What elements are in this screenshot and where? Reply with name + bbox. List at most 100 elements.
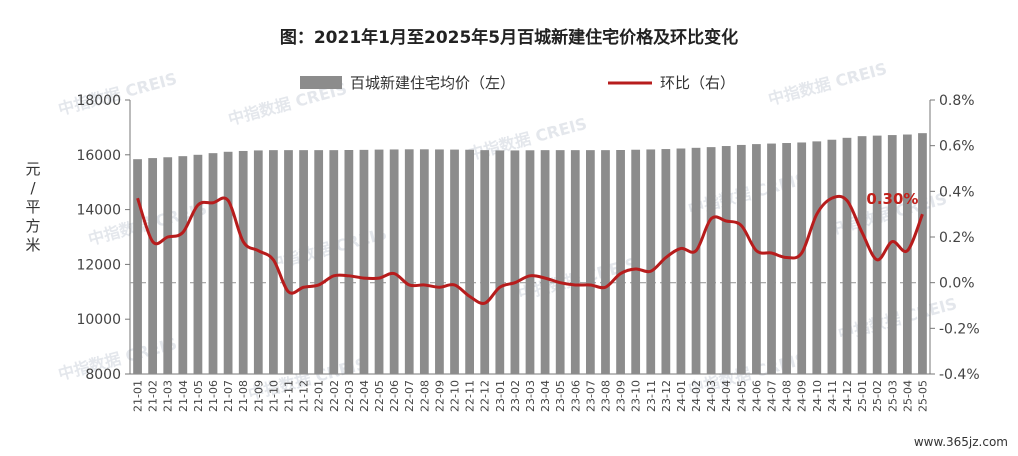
y-tick-label-left: 8000 [85, 367, 121, 383]
bar [133, 159, 142, 374]
x-tick-label: 24-01 [675, 380, 688, 412]
line-path [136, 194, 924, 305]
x-tick-label: 24-07 [766, 380, 779, 412]
x-tick-label: 21-03 [162, 380, 175, 412]
bar [721, 146, 731, 374]
x-tick-label: 22-01 [313, 380, 326, 412]
y-axis-label-char: 元 [25, 160, 40, 178]
bar [359, 149, 369, 374]
x-tick-label: 22-02 [328, 380, 341, 412]
bar [767, 143, 776, 374]
bar [586, 150, 595, 374]
x-tick-label: 24-09 [796, 380, 809, 412]
x-tick-label: 21-02 [147, 380, 160, 412]
x-tick-label: 25-02 [871, 380, 884, 412]
bar [812, 141, 822, 374]
x-tick-label: 21-07 [222, 380, 235, 412]
bar [223, 151, 233, 374]
x-tick-label: 21-11 [282, 380, 295, 412]
bar [299, 150, 308, 374]
x-tick-label: 22-05 [373, 380, 386, 412]
x-tick-label: 21-01 [132, 380, 145, 412]
x-tick-label: 22-08 [418, 380, 431, 412]
bar [706, 147, 716, 374]
bar [495, 150, 505, 374]
bar [631, 149, 641, 374]
bar [465, 149, 474, 374]
x-tick-label: 21-06 [207, 380, 220, 412]
bar [661, 149, 671, 374]
bar [827, 139, 837, 374]
x-tick-label: 24-02 [690, 380, 703, 412]
y-tick-label-left: 18000 [76, 93, 121, 109]
x-tick-label: 24-05 [735, 380, 748, 412]
x-tick-label: 22-12 [479, 380, 492, 412]
bar [389, 149, 399, 374]
x-tick-label: 21-08 [237, 380, 250, 412]
y-axis-label-char: 方 [25, 217, 40, 235]
bar [736, 144, 746, 374]
x-tick-label: 25-03 [886, 380, 899, 412]
bar [676, 148, 686, 374]
x-tick-label: 23-10 [630, 380, 643, 412]
axes: 8000 10000 12000 14000 16000 18000 -0.4% -0.2% 0… [76, 93, 979, 383]
bar-series [133, 133, 927, 374]
bar [857, 136, 867, 374]
bar [329, 150, 339, 374]
x-tick-label: 21-05 [192, 380, 205, 412]
y-tick-label-left: 10000 [76, 312, 121, 328]
y-tick-label-right: 0.2% [939, 230, 975, 246]
x-tick-label: 22-06 [388, 380, 401, 412]
x-tick-label: 22-03 [343, 380, 356, 412]
legend-swatch-bars [300, 76, 342, 89]
line-series [136, 194, 924, 305]
x-tick-label: 23-08 [599, 380, 612, 412]
x-tick-label: 23-04 [539, 380, 552, 412]
y-tick-label-right: -0.2% [939, 321, 980, 337]
x-tick-label: 22-11 [464, 380, 477, 412]
x-tick-label: 24-12 [841, 380, 854, 412]
bar [178, 156, 188, 374]
bar [510, 150, 520, 374]
bar [193, 154, 203, 374]
y-tick-label-right: 0.8% [939, 93, 975, 109]
y-tick-label-left: 12000 [76, 257, 121, 273]
y-axis-label-left: 元/平方米 [25, 160, 40, 254]
bar [842, 137, 852, 374]
x-tick-label: 23-07 [584, 380, 597, 412]
bar [691, 147, 701, 374]
x-tick-label: 23-03 [524, 380, 537, 412]
x-tick-label: 21-12 [298, 380, 311, 412]
y-tick-label-right: 0.4% [939, 184, 975, 200]
bar [525, 150, 535, 374]
x-tick-label: 24-10 [811, 380, 824, 412]
bar [374, 149, 384, 374]
x-tick-label: 23-09 [615, 380, 628, 412]
bar [646, 149, 656, 374]
x-tick-label: 23-05 [554, 380, 567, 412]
bar [344, 150, 354, 374]
x-tick-label: 25-01 [856, 380, 869, 412]
x-tick-label: 23-01 [494, 380, 507, 412]
bar [163, 157, 173, 374]
x-tick-label: 21-04 [177, 380, 190, 412]
x-tick-label: 24-08 [781, 380, 794, 412]
bar [616, 150, 625, 374]
bar [148, 158, 158, 374]
bar [918, 133, 927, 374]
bar [555, 150, 565, 374]
y-axis-label-char: 米 [25, 236, 40, 254]
x-tick-label: 21-09 [252, 380, 265, 412]
bar [887, 135, 897, 374]
x-tick-label: 23-06 [569, 380, 582, 412]
y-axis-label-char: / [30, 179, 36, 197]
bar [435, 149, 444, 374]
x-tick-label: 24-11 [826, 380, 839, 412]
legend: 百城新建住宅均价（左） 环比（右） [300, 74, 735, 92]
x-tick-label: 25-04 [901, 380, 914, 412]
x-tick-label: 24-04 [720, 380, 733, 412]
x-tick-labels: 21-01 21-02 21-03 21-04 21-05 21-06 21-07 21-08… [132, 380, 930, 412]
y-tick-label-left: 14000 [76, 203, 121, 219]
y-axis-label-char: 平 [25, 198, 40, 216]
